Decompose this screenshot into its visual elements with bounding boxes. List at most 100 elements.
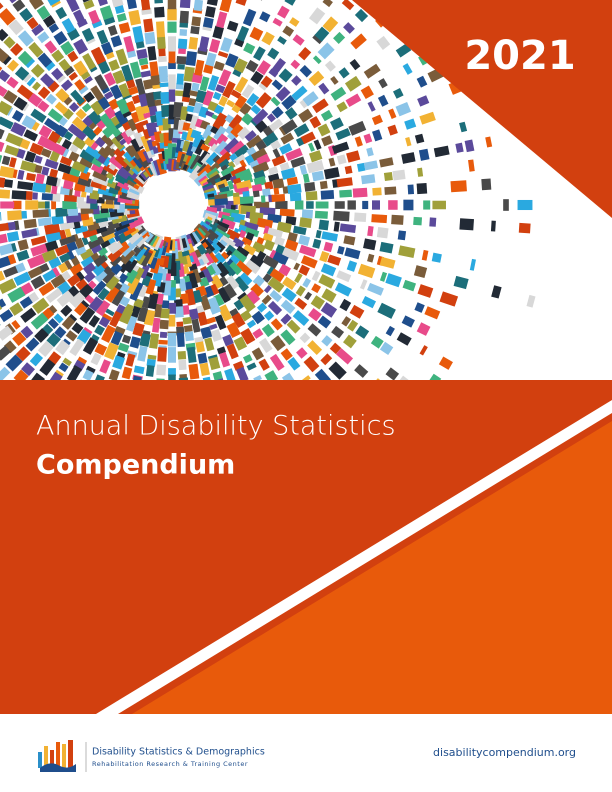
mosaic-tile (354, 212, 367, 223)
mosaic-tile (209, 274, 224, 290)
mosaic-tile (280, 132, 295, 145)
mosaic-tile (53, 313, 64, 324)
mosaic-tile (101, 324, 116, 343)
mosaic-tile (215, 84, 226, 94)
mosaic-tile (216, 346, 226, 355)
mosaic-tile (117, 241, 130, 254)
mosaic-tile (101, 230, 116, 242)
mosaic-tile (203, 135, 215, 147)
mosaic-tile (179, 10, 189, 24)
mosaic-tile (387, 124, 398, 136)
mosaic-tile (245, 59, 259, 73)
mosaic-tile (19, 7, 33, 22)
mosaic-tile (401, 315, 415, 328)
mosaic-tile (160, 91, 170, 104)
mosaic-tile (455, 142, 464, 153)
mosaic-tile (174, 90, 184, 97)
mosaic-tile (235, 0, 248, 6)
mosaic-tile (281, 95, 297, 110)
mosaic-tile (219, 235, 236, 250)
mosaic-tile (112, 70, 126, 85)
mosaic-tile (30, 312, 49, 330)
mosaic-tile (30, 108, 47, 123)
mosaic-tile (26, 17, 39, 30)
mosaic-tile (226, 99, 236, 108)
mosaic-tile (210, 328, 223, 342)
mosaic-tile (90, 46, 106, 65)
year: 2021 (464, 33, 575, 79)
mosaic-tile (168, 368, 176, 376)
mosaic-tile (469, 258, 476, 271)
mosaic-tile (154, 6, 165, 18)
mosaic-tile (182, 316, 192, 325)
mosaic-tile (0, 153, 3, 163)
mosaic-tile (267, 276, 285, 293)
mosaic-tile (156, 36, 166, 50)
mosaic-tile (38, 281, 55, 297)
mosaic-tile (141, 296, 151, 309)
mosaic-tile (123, 268, 139, 284)
mosaic-tile (25, 200, 39, 210)
mosaic-tile (5, 132, 24, 147)
mosaic-tile (110, 35, 123, 48)
mosaic-tile (35, 173, 45, 185)
mosaic-tile (324, 60, 336, 72)
mosaic-tile (310, 295, 325, 310)
mosaic-tile (281, 372, 295, 380)
mosaic-tile (349, 304, 365, 319)
mosaic-tile (161, 104, 171, 118)
mosaic-tile (293, 262, 301, 271)
mosaic-tile (126, 315, 138, 332)
mosaic-tile (282, 186, 289, 194)
mosaic-tile (344, 75, 362, 92)
mosaic-tile (31, 24, 44, 36)
mosaic-tile (249, 159, 260, 170)
mosaic-tile (427, 373, 442, 380)
mosaic-tile (0, 165, 15, 179)
mosaic-tile (376, 35, 391, 50)
mosaic-tile (272, 17, 283, 27)
mosaic-tile (292, 310, 310, 327)
mosaic-tile (305, 191, 318, 201)
radial-mosaic (0, 0, 590, 380)
mosaic-tile (372, 187, 382, 196)
mosaic-tile (62, 357, 72, 367)
mosaic-tile (354, 136, 363, 147)
mosaic-tile (38, 262, 50, 274)
mosaic-tile (336, 270, 352, 283)
mosaic-tile (311, 170, 325, 182)
mosaic-tile (13, 369, 29, 380)
mosaic-tile (51, 142, 67, 156)
mosaic-tile (30, 63, 45, 78)
mosaic-tile (246, 92, 260, 107)
mosaic-tile (168, 347, 176, 363)
mosaic-tile (118, 258, 132, 274)
mosaic-tile (311, 270, 321, 282)
mosaic-tile (299, 99, 308, 109)
mosaic-tile (61, 17, 76, 34)
mosaic-tile (200, 326, 213, 340)
mosaic-tile (222, 283, 237, 300)
mosaic-tile (66, 365, 83, 380)
mosaic-tile (233, 276, 249, 293)
mosaic-tile (59, 221, 75, 231)
mosaic-tile (54, 244, 70, 257)
mosaic-tile (294, 200, 304, 210)
mosaic-tile (0, 270, 6, 285)
mosaic-tile (212, 112, 229, 131)
mosaic-tile (318, 273, 336, 289)
mosaic-tile (55, 339, 71, 356)
mosaic-tile (330, 75, 339, 85)
mosaic-tile (92, 253, 108, 268)
mosaic-tile (99, 112, 116, 130)
mosaic-tile (336, 101, 348, 113)
mosaic-tile (191, 16, 202, 27)
mosaic-tile (240, 309, 252, 322)
mosaic-tile (158, 339, 168, 345)
mosaic-tile (239, 159, 247, 169)
mosaic-tile (343, 22, 355, 34)
mosaic-tile (58, 362, 69, 373)
mosaic-tile (105, 286, 120, 303)
mosaic-tile (329, 342, 342, 355)
mosaic-tile (55, 88, 70, 103)
